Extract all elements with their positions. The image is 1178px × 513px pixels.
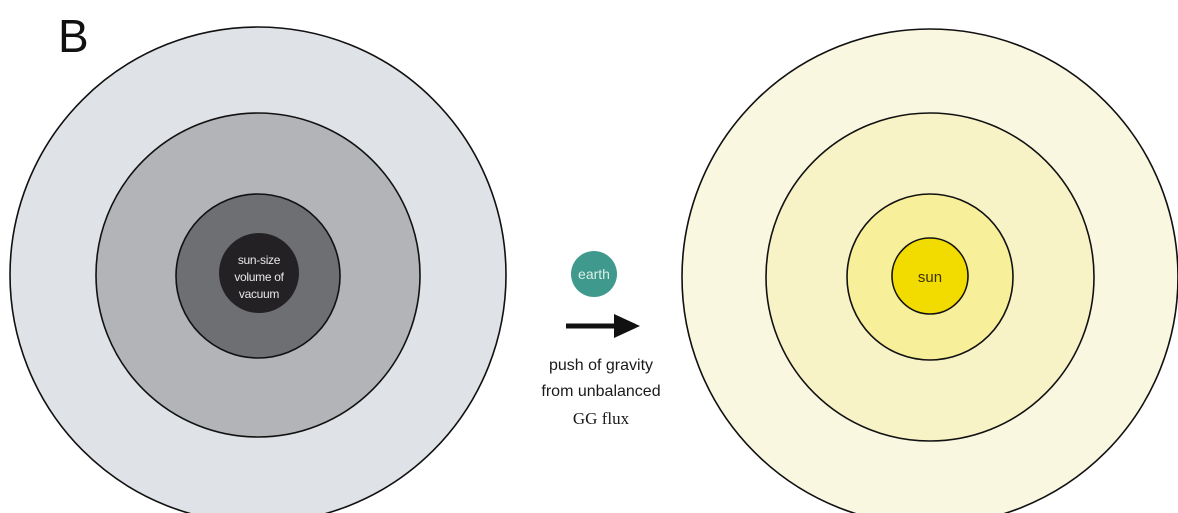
sun-system: sun — [681, 28, 1178, 513]
sun-core — [891, 237, 969, 315]
vacuum-label-line-1: sun-size — [238, 253, 281, 267]
panel-label: B — [58, 10, 89, 62]
vacuum-label-line-3: vacuum — [239, 287, 280, 301]
earth-disc — [571, 251, 617, 297]
caption-line-1: push of gravity — [549, 357, 653, 374]
caption-line-2: from unbalanced — [541, 383, 660, 400]
vacuum-system: sun-size volume of vacuum — [9, 26, 507, 513]
vacuum-core — [219, 233, 299, 313]
vacuum-label-line-2: volume of — [234, 270, 284, 284]
earth: earth — [571, 251, 617, 297]
caption-line-3: GG flux — [573, 409, 630, 428]
sun-label: sun — [918, 269, 942, 286]
force-caption: push of gravity from unbalanced GG flux — [541, 357, 660, 428]
arrow-head — [614, 314, 640, 338]
force-arrow — [566, 314, 640, 338]
earth-label: earth — [578, 266, 610, 282]
